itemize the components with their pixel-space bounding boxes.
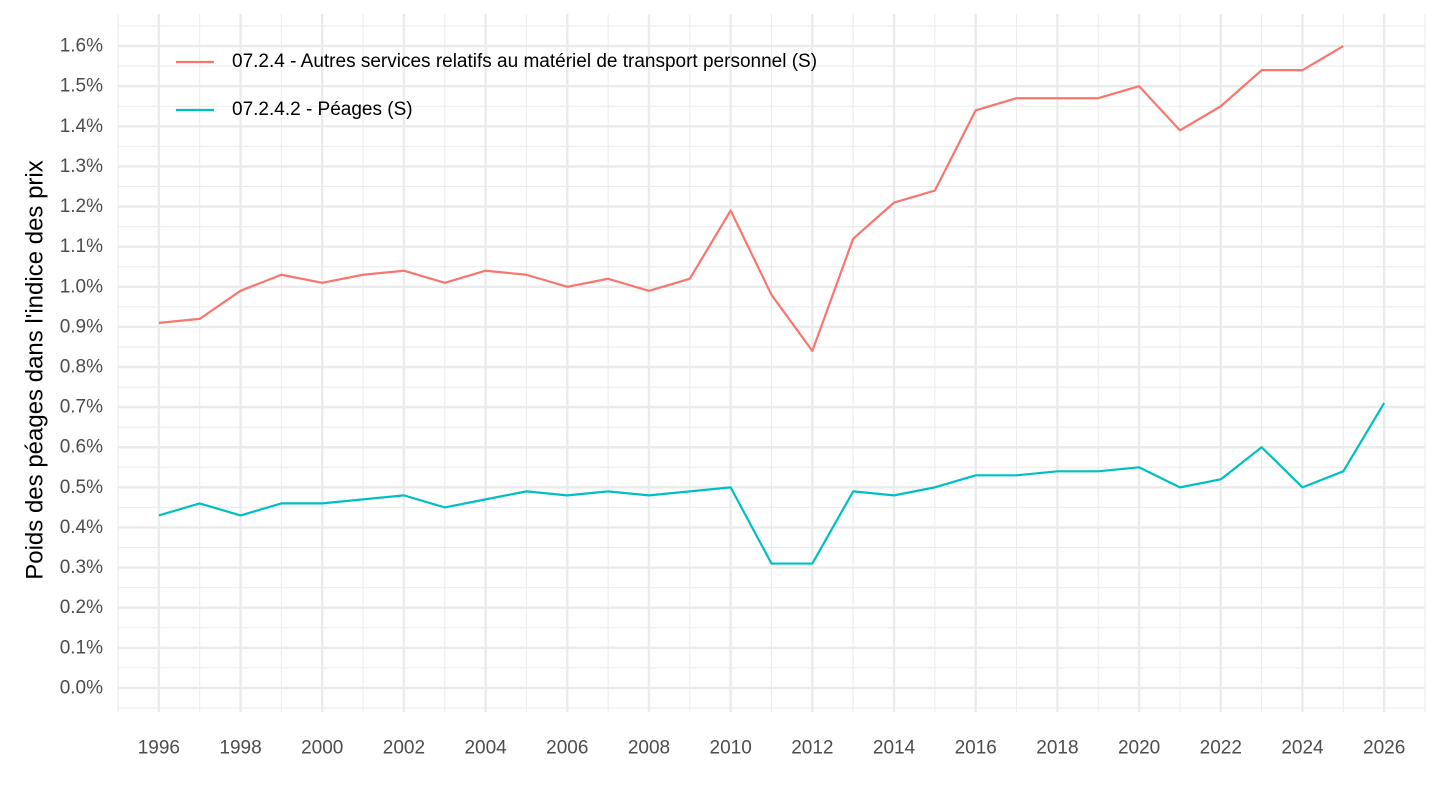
x-tick-label: 1998 [219, 738, 261, 759]
x-tick-label: 2026 [1363, 738, 1405, 759]
x-tick-label: 2012 [791, 738, 833, 759]
minor-gridlines [117, 14, 1426, 712]
legend: 07.2.4 - Autres services relatifs au mat… [176, 51, 817, 120]
x-tick-label: 1996 [138, 738, 180, 759]
series-lines [158, 45, 1386, 565]
x-tick-label: 2008 [628, 738, 670, 759]
y-tick-label: 0.6% [60, 437, 103, 458]
y-tick-label: 0.4% [60, 517, 103, 538]
y-tick-label: 0.7% [60, 397, 103, 418]
y-tick-label: 0.5% [60, 477, 103, 498]
y-tick-label: 0.1% [60, 637, 103, 658]
y-tick-label: 1.6% [60, 36, 103, 57]
y-tick-label: 0.8% [60, 357, 103, 378]
y-tick-label: 0.2% [60, 597, 103, 618]
x-tick-label: 2014 [873, 738, 916, 759]
x-axis: 1996 1998 2000 2002 2004 2006 2008 2010 2012 2014… [138, 738, 1406, 759]
legend-label-1: 07.2.4.2 - Péages (S) [232, 99, 413, 120]
major-gridlines [118, 14, 1425, 712]
x-tick-label: 2006 [546, 738, 588, 759]
x-tick-label: 2024 [1281, 738, 1324, 759]
legend-label-0: 07.2.4 - Autres services relatifs au mat… [232, 51, 817, 72]
x-tick-label: 2002 [383, 738, 425, 759]
x-tick-label: 2016 [955, 738, 997, 759]
x-tick-label: 2018 [1036, 738, 1078, 759]
y-axis: 0.0% 0.1% 0.2% 0.3% 0.4% 0.5% 0.6% 0.7% 0.8% 0.9%… [60, 36, 103, 699]
x-tick-label: 2010 [710, 738, 752, 759]
y-tick-label: 1.5% [60, 76, 103, 97]
y-axis-title: Poids des péages dans l'indice des prix [21, 160, 48, 580]
y-tick-label: 1.4% [60, 116, 103, 137]
y-tick-label: 1.0% [60, 276, 103, 297]
x-tick-label: 2000 [301, 738, 343, 759]
x-tick-label: 2022 [1200, 738, 1242, 759]
y-tick-label: 1.3% [60, 156, 103, 177]
y-tick-label: 1.2% [60, 196, 103, 217]
y-tick-label: 1.1% [60, 236, 103, 257]
series-line-1 [158, 402, 1386, 565]
x-tick-label: 2004 [464, 738, 507, 759]
x-tick-label: 2020 [1118, 738, 1160, 759]
y-tick-label: 0.0% [60, 677, 103, 698]
series-line-0 [158, 45, 1344, 353]
y-tick-label: 0.3% [60, 557, 103, 578]
y-tick-label: 0.9% [60, 316, 103, 337]
